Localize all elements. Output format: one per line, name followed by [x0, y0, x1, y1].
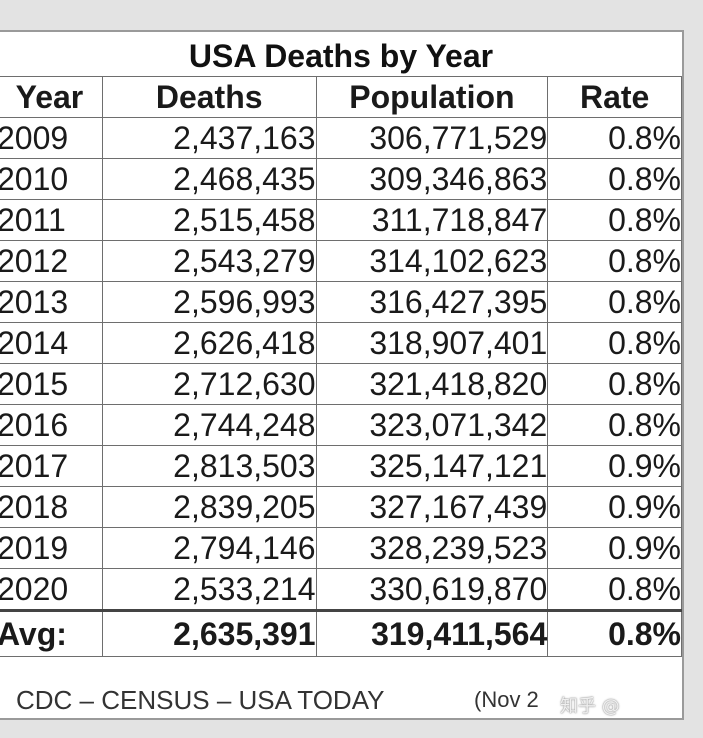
table-row: 2014 2,626,418 318,907,401 0.8% — [0, 322, 682, 364]
cell-deaths: 2,712,630 — [101, 363, 317, 405]
table-row: 2009 2,437,163 306,771,529 0.8% — [0, 117, 682, 159]
table-row: 2017 2,813,503 325,147,121 0.9% — [0, 445, 682, 487]
cell-year: 2018 — [0, 486, 103, 528]
cell-rate: 0.9% — [547, 445, 682, 487]
cell-deaths: 2,437,163 — [101, 117, 317, 159]
cell-year: 2019 — [0, 527, 103, 569]
table-row: 2012 2,543,279 314,102,623 0.8% — [0, 240, 682, 282]
cell-deaths: 2,596,993 — [101, 281, 317, 323]
cell-rate: 0.8% — [547, 240, 682, 282]
cell-year: 2014 — [0, 322, 103, 364]
cell-rate: 0.8% — [547, 568, 682, 611]
cell-rate: 0.9% — [547, 527, 682, 569]
table-row: 2013 2,596,993 316,427,395 0.8% — [0, 281, 682, 323]
table-body: 2009 2,437,163 306,771,529 0.8% 2010 2,4… — [0, 117, 682, 657]
average-row: Avg: 2,635,391 319,411,564 0.8% — [0, 609, 682, 657]
column-header-population: Population — [315, 76, 549, 118]
cell-rate: 0.9% — [547, 486, 682, 528]
source-date: (Nov 2 — [474, 687, 539, 712]
cell-rate: 0.8% — [547, 199, 682, 241]
table-row: 2016 2,744,248 323,071,342 0.8% — [0, 404, 682, 446]
cell-population: 309,346,863 — [315, 158, 549, 200]
cell-population: 330,619,870 — [315, 568, 549, 611]
cell-year: 2011 — [0, 199, 103, 241]
table-row: 2018 2,839,205 327,167,439 0.9% — [0, 486, 682, 528]
cell-deaths: 2,794,146 — [101, 527, 317, 569]
table-row: 2020 2,533,214 330,619,870 0.8% — [0, 568, 682, 611]
cell-year: 2009 — [0, 117, 103, 159]
average-population: 319,411,564 — [315, 609, 549, 657]
cell-year: 2017 — [0, 445, 103, 487]
table-title: USA Deaths by Year — [188, 38, 494, 74]
cell-rate: 0.8% — [547, 158, 682, 200]
cell-deaths: 2,626,418 — [101, 322, 317, 364]
cell-year: 2015 — [0, 363, 103, 405]
cell-population: 323,071,342 — [315, 404, 549, 446]
table-row: 2019 2,794,146 328,239,523 0.9% — [0, 527, 682, 569]
cell-deaths: 2,533,214 — [101, 568, 317, 611]
cell-deaths: 2,813,503 — [101, 445, 317, 487]
cell-year: 2012 — [0, 240, 103, 282]
source-text: CDC – CENSUS – USA TODAY — [16, 685, 385, 715]
cell-population: 311,718,847 — [315, 199, 549, 241]
cell-population: 314,102,623 — [315, 240, 549, 282]
average-deaths: 2,635,391 — [101, 609, 317, 657]
cell-year: 2013 — [0, 281, 103, 323]
average-label: Avg: — [0, 609, 103, 657]
cell-rate: 0.8% — [547, 117, 682, 159]
cell-year: 2016 — [0, 404, 103, 446]
cell-population: 306,771,529 — [315, 117, 549, 159]
cell-population: 318,907,401 — [315, 322, 549, 364]
cell-deaths: 2,839,205 — [101, 486, 317, 528]
cell-population: 328,239,523 — [315, 527, 549, 569]
cell-year: 2020 — [0, 568, 103, 611]
column-header-year: Year — [0, 76, 103, 118]
cell-rate: 0.8% — [547, 281, 682, 323]
table-card: USA Deaths by Year Year Deaths Populatio… — [0, 30, 684, 720]
cell-population: 321,418,820 — [315, 363, 549, 405]
cell-population: 327,167,439 — [315, 486, 549, 528]
deaths-table: Year Deaths Population Rate 2009 2,437,1… — [0, 76, 682, 657]
cell-population: 316,427,395 — [315, 281, 549, 323]
table-row: 2010 2,468,435 309,346,863 0.8% — [0, 158, 682, 200]
column-header-rate: Rate — [547, 76, 682, 118]
table-row: 2011 2,515,458 311,718,847 0.8% — [0, 199, 682, 241]
average-rate: 0.8% — [547, 609, 682, 657]
cell-deaths: 2,515,458 — [101, 199, 317, 241]
watermark: 知乎 @ — [560, 696, 620, 717]
cell-deaths: 2,468,435 — [101, 158, 317, 200]
cell-rate: 0.8% — [547, 404, 682, 446]
cell-population: 325,147,121 — [315, 445, 549, 487]
source-footer: CDC – CENSUS – USA TODAY (Nov 2 — [16, 682, 539, 718]
table-row: 2015 2,712,630 321,418,820 0.8% — [0, 363, 682, 405]
cell-year: 2010 — [0, 158, 103, 200]
cell-deaths: 2,744,248 — [101, 404, 317, 446]
column-header-deaths: Deaths — [101, 76, 317, 118]
cell-rate: 0.8% — [547, 363, 682, 405]
cell-rate: 0.8% — [547, 322, 682, 364]
header-row: Year Deaths Population Rate — [0, 76, 682, 118]
cell-deaths: 2,543,279 — [101, 240, 317, 282]
